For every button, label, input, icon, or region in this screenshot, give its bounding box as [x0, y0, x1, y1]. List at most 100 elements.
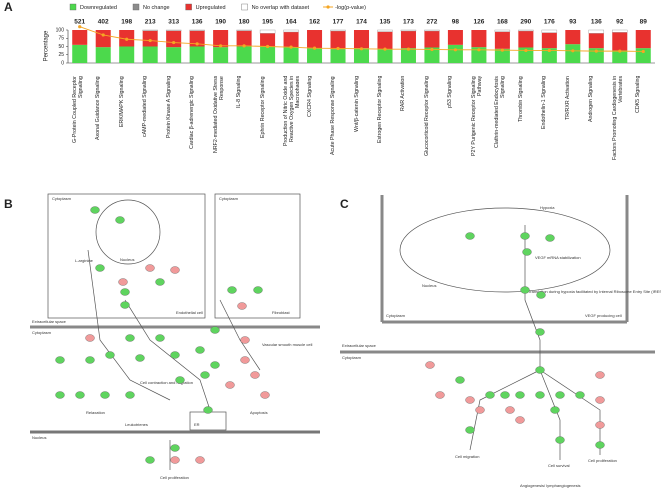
total-label: 173 [403, 19, 414, 26]
gene-node [425, 361, 435, 369]
total-label: 313 [168, 19, 179, 26]
line-point [148, 38, 152, 43]
line-point [78, 25, 82, 29]
line-point [242, 44, 246, 48]
bar-segment [400, 29, 417, 32]
line-point [172, 40, 176, 45]
bar-segment [189, 30, 205, 47]
gene-node [500, 391, 510, 399]
bar-segment [142, 46, 158, 63]
gene-node [575, 391, 585, 399]
bar-segment [283, 31, 299, 48]
gene-node [225, 381, 235, 389]
bar-segment [377, 49, 393, 63]
compartment [214, 193, 301, 319]
bar-segment [424, 47, 440, 63]
panel-label: C [340, 197, 349, 211]
total-label: 168 [497, 19, 508, 26]
gene-node [505, 406, 515, 414]
total-label: 272 [427, 19, 438, 26]
y-tick-label: 100 [56, 27, 65, 33]
gene-node [465, 426, 475, 434]
gene-node [155, 278, 165, 286]
total-label: 177 [333, 19, 344, 26]
total-label: 92 [616, 19, 624, 26]
bar-segment [494, 48, 510, 63]
bar-segment [471, 30, 487, 48]
line-point [618, 49, 622, 53]
x-tick-label: Protein Kinase A Signaling [165, 76, 172, 139]
edges [87, 249, 261, 470]
bar-segment [353, 30, 370, 49]
gene-node [535, 391, 545, 399]
bar-segment [471, 47, 487, 63]
total-label: 213 [145, 19, 156, 26]
gene-node [120, 288, 130, 296]
x-tick-label: Estrogen Receptor Signaling [376, 76, 383, 144]
total-label: 93 [569, 19, 577, 26]
gene-node [465, 396, 475, 404]
bar-segment [330, 30, 346, 50]
total-label: 198 [121, 19, 132, 26]
x-tick-label: CDK5 Signaling [635, 76, 642, 114]
bar-segment [330, 29, 346, 32]
gene-node [105, 351, 115, 359]
gene-node [227, 286, 237, 294]
bar-segment [635, 30, 651, 49]
gene-node [135, 354, 145, 362]
total-label: 180 [239, 19, 250, 26]
x-tick-label: Thrombin Signaling [517, 76, 524, 122]
nucleus [399, 207, 611, 293]
label: Cell proliferation [588, 458, 617, 463]
label: ER [194, 422, 200, 427]
label: Angiogenesis/ lymphangiogenesis [520, 483, 580, 488]
bar-segment [635, 48, 651, 63]
x-tick-label: Androgen Signaling [588, 76, 595, 123]
bar-segment [307, 30, 323, 49]
gene-node [95, 264, 105, 272]
gene-node [170, 266, 180, 274]
gene-node [237, 302, 247, 310]
x-tick-label: Acute Phase Response Signaling [330, 76, 337, 155]
bar-segment [400, 48, 416, 63]
gene-node [210, 361, 220, 369]
bar-segment [588, 48, 604, 63]
label: Cytoplasm [52, 196, 72, 201]
line-point [312, 46, 317, 50]
gene-node [125, 334, 135, 342]
er-box [189, 411, 227, 431]
gene-node [520, 232, 530, 240]
total-label: 136 [591, 19, 602, 26]
gene-node [260, 391, 270, 399]
label: VEGF mRNA stabilization [535, 255, 581, 260]
gene-node [145, 264, 155, 272]
line-point [195, 42, 199, 46]
panel-label: A [4, 0, 13, 14]
bar-segment [236, 30, 252, 47]
label: Nucleus [422, 283, 436, 288]
x-tick-label: CXCR4 Signaling [306, 76, 313, 118]
gene-node [175, 376, 185, 384]
bar-segment [588, 33, 604, 49]
gene-node [545, 234, 555, 242]
label: Apoptosis [250, 410, 268, 415]
total-label: 174 [356, 19, 367, 26]
legend-item: -log(p-value) [323, 5, 366, 11]
bar-segment [307, 48, 323, 63]
bar-segment [424, 30, 440, 48]
total-label: 190 [215, 19, 226, 26]
line-point [641, 49, 645, 54]
line-point [594, 49, 598, 53]
legend-item: Upregulated [185, 3, 226, 11]
line-point [125, 37, 129, 41]
gene-node [85, 356, 95, 364]
label: Hypoxia [540, 205, 555, 210]
compartment [47, 193, 206, 319]
gene-node [170, 444, 180, 452]
label: Cytoplasm [342, 355, 362, 360]
bar-segment [494, 31, 510, 49]
line-point [430, 47, 434, 52]
bar-segment [260, 33, 276, 47]
x-tick-label: Ephrin Receptor Signaling [259, 76, 266, 138]
bar-segment [72, 30, 88, 45]
